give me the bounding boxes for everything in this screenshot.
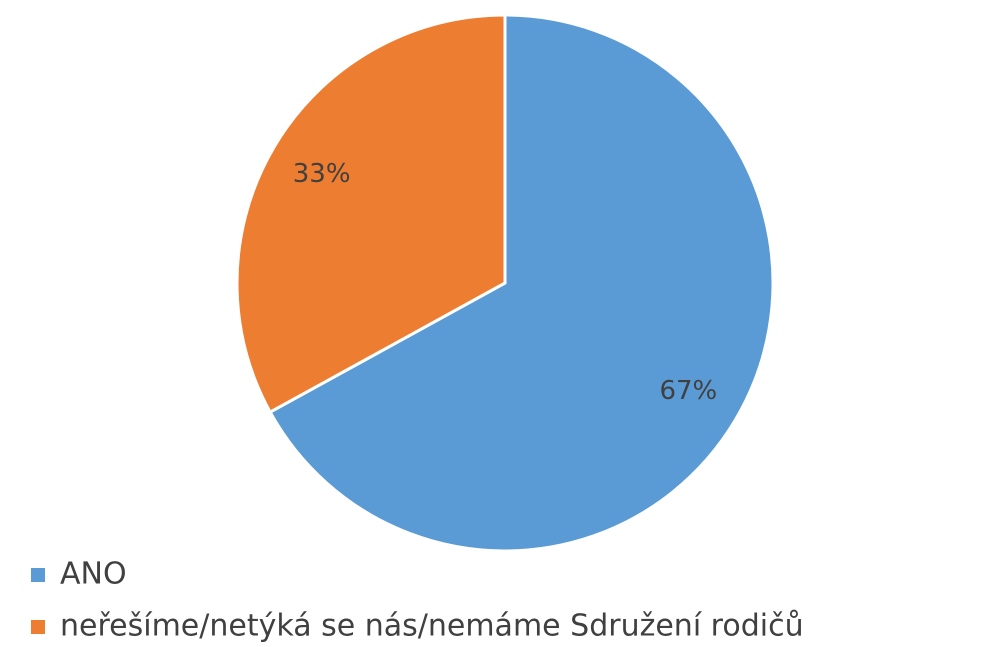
legend-label: neřešíme/netýká se nás/nemáme Sdružení r… [60, 609, 804, 644]
legend-swatch [31, 620, 45, 634]
data-label: 33% [293, 159, 351, 189]
pie-slice [235, 13, 507, 415]
data-label: 67% [659, 376, 717, 406]
legend-label: ANO [60, 557, 127, 592]
pie-slice [268, 13, 775, 553]
legend-swatch [31, 568, 45, 582]
